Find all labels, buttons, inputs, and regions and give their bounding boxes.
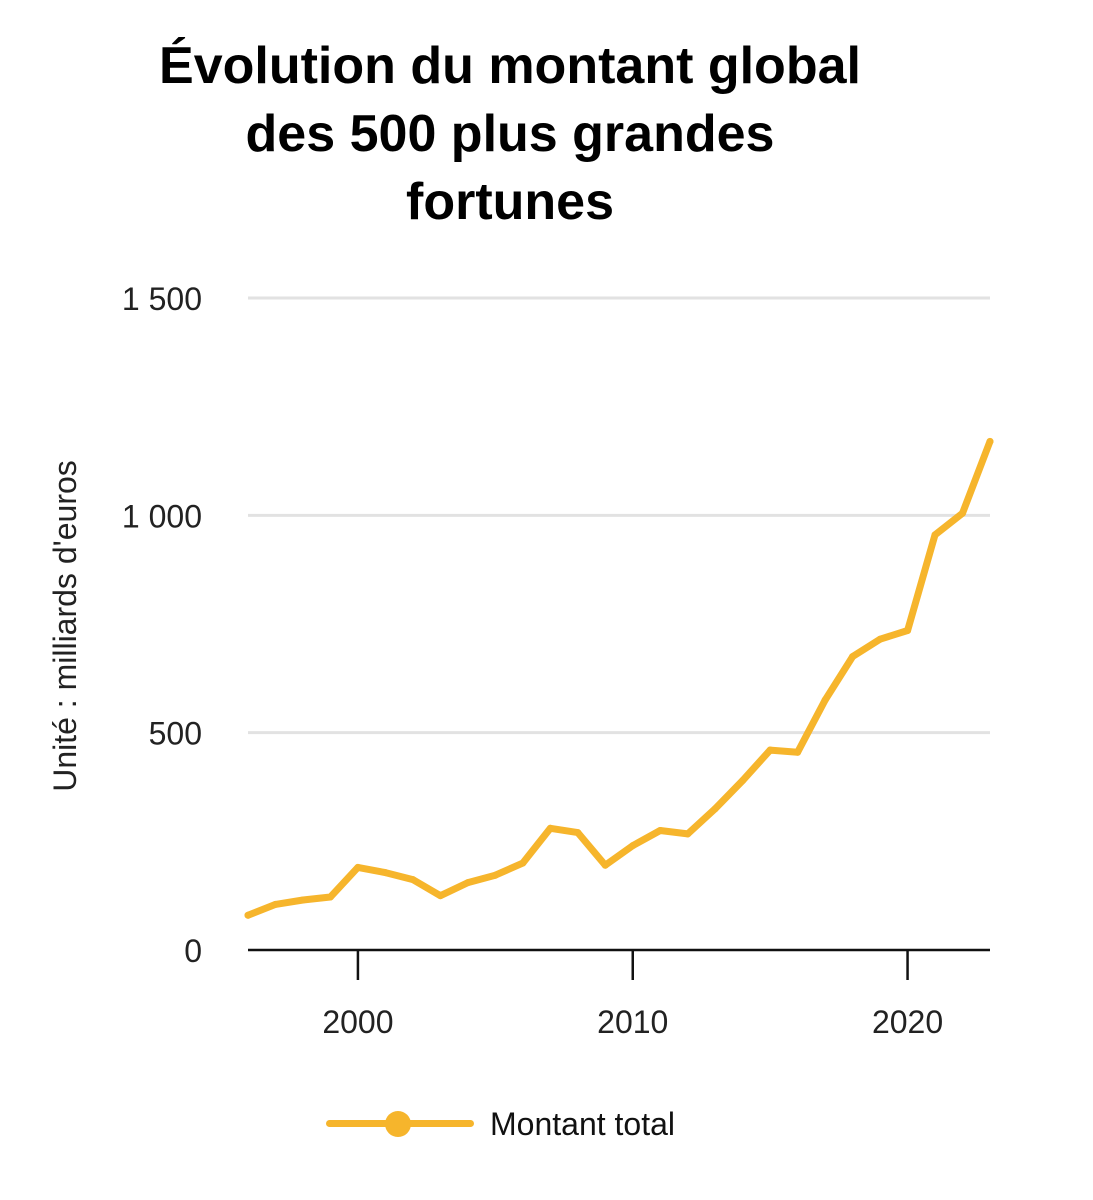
data-point-2009 (601, 861, 609, 869)
data-point-2014 (739, 776, 747, 784)
y-tick-label-1500: 1 500 (122, 281, 202, 317)
data-point-2021 (931, 531, 939, 539)
data-point-2004 (464, 879, 472, 887)
chart-title-line-3: fortunes (406, 173, 614, 231)
chart-title: Évolution du montant global des 500 plus… (70, 32, 950, 236)
x-tick-label-2010: 2010 (597, 1004, 668, 1040)
data-point-2013 (711, 805, 719, 813)
data-point-2016 (794, 748, 802, 756)
data-point-2015 (766, 746, 774, 754)
data-point-2010 (629, 842, 637, 850)
legend-label: Montant total (490, 1105, 675, 1142)
legend-marker (385, 1111, 411, 1137)
gridlines (248, 296, 990, 735)
data-point-2022 (959, 509, 967, 517)
data-point-2012 (684, 830, 692, 838)
data-point-2002 (409, 876, 417, 884)
legend: Montant total (326, 1100, 675, 1148)
series-montant-total (244, 437, 994, 919)
series-line-0 (244, 437, 994, 919)
data-point-1998 (299, 896, 307, 904)
data-point-2008 (574, 829, 582, 837)
legend-symbol (326, 1100, 474, 1148)
data-point-2018 (849, 653, 857, 661)
chart-title-line-1: Évolution du montant global (159, 37, 861, 95)
data-point-2023 (986, 437, 994, 445)
data-point-1997 (271, 900, 279, 908)
y-tick-label-0: 0 (184, 933, 202, 969)
data-point-2011 (656, 826, 664, 834)
x-axis (248, 948, 990, 980)
y-tick-label-500: 500 (149, 716, 202, 752)
y-axis-tick-labels: 0 500 1 000 1 500 (122, 281, 202, 969)
data-point-2020 (904, 627, 912, 635)
data-point-2005 (491, 871, 499, 879)
chart-title-line-2: des 500 plus grandes (245, 105, 775, 163)
data-point-1996 (244, 911, 252, 919)
y-tick-label-1000: 1 000 (122, 498, 202, 534)
data-point-2007 (546, 824, 554, 832)
data-point-2017 (821, 696, 829, 704)
data-point-2019 (876, 635, 884, 643)
x-tick-label-2000: 2000 (322, 1004, 393, 1040)
data-point-2006 (519, 859, 527, 867)
data-point-2000 (354, 863, 362, 871)
data-point-1999 (326, 893, 334, 901)
data-point-2001 (381, 869, 389, 877)
x-tick-label-2020: 2020 (872, 1004, 943, 1040)
x-axis-tick-labels: 2000 2010 2020 (322, 1004, 943, 1040)
data-point-2003 (436, 892, 444, 900)
y-axis-title: Unité : milliards d'euros (47, 460, 83, 792)
